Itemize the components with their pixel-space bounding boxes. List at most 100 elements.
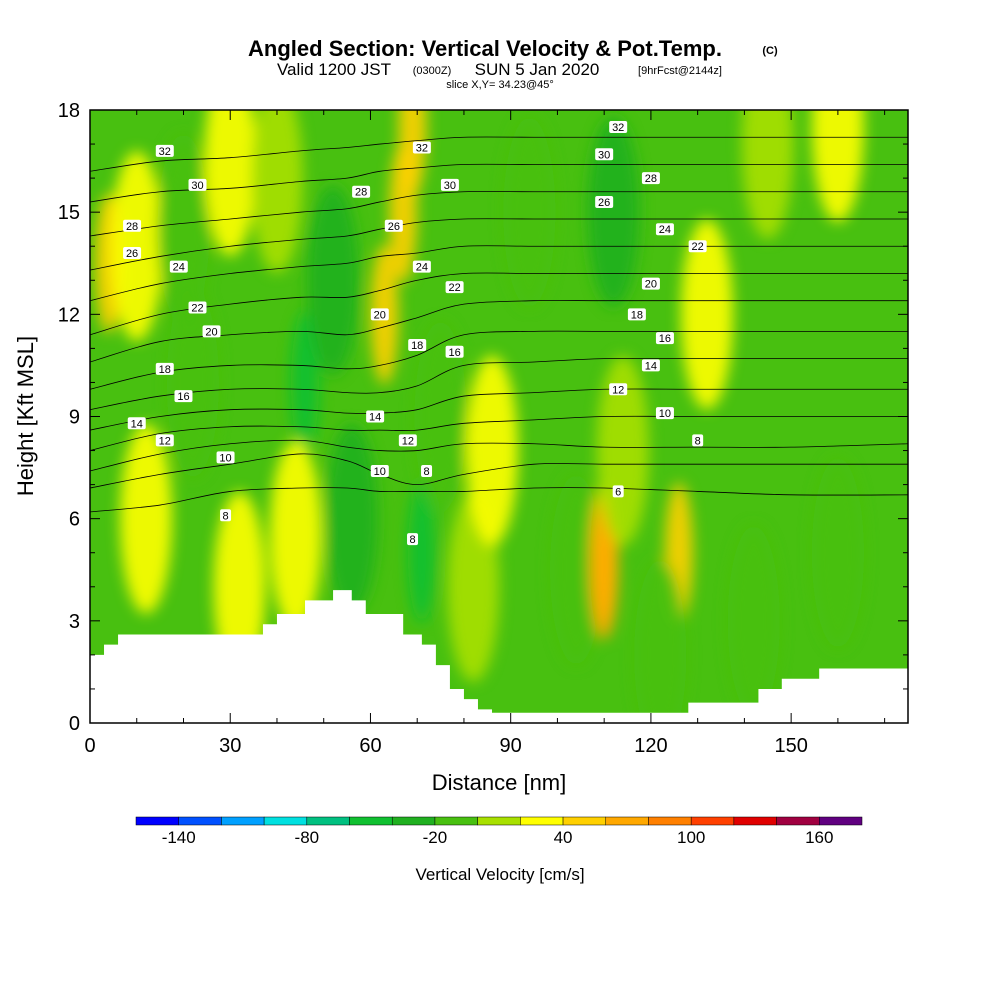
contour-label-box [445, 345, 464, 358]
contour-label-text: 22 [448, 282, 460, 294]
velocity-region [587, 117, 640, 308]
colorbar-swatch [221, 816, 265, 826]
velocity-region [550, 474, 603, 665]
velocity-region [727, 525, 780, 716]
colorbar-swatch [605, 816, 649, 826]
contour-label-text: 20 [374, 309, 386, 321]
colorbar-tick-label: 40 [554, 828, 573, 847]
contour-label-box [408, 338, 427, 351]
contour-label-box [155, 144, 174, 157]
contour-label: 32 [412, 141, 431, 154]
contour-label-text: 24 [659, 224, 671, 236]
contour-label: 30 [440, 178, 459, 192]
theta-contour-line [90, 357, 908, 411]
contour-label-box [412, 141, 431, 154]
contour-label-text: 30 [598, 149, 610, 161]
contour-label-box [445, 281, 464, 294]
velocity-region [110, 151, 163, 342]
contour-label-box [609, 383, 628, 396]
contour-label-text: 26 [126, 248, 138, 260]
velocity-region [811, 457, 864, 648]
contour-label-box [612, 485, 624, 498]
contour-label: 24 [169, 260, 188, 274]
plot-area: 32 30 28 26 24 22 20 18 16 14 12 10 8 32 30 28 26 24 22 20 1… [90, 110, 908, 723]
contour-label-text: 28 [645, 173, 657, 185]
theta-contour-line [90, 453, 908, 489]
slice-label: slice X,Y= 34.23@45° [446, 79, 554, 91]
colorbar-swatch [477, 816, 521, 826]
contour-label-text: 32 [612, 122, 624, 134]
contour-label: 20 [370, 308, 389, 321]
velocity-region [120, 423, 173, 614]
contour-label-text: 26 [388, 221, 400, 233]
colorbar-swatch [263, 816, 308, 826]
contour-label: 24 [412, 260, 431, 274]
contour-label-text: 24 [173, 262, 185, 274]
velocity-region [634, 559, 687, 723]
y-tick-label: 6 [69, 509, 80, 531]
velocity-region [398, 110, 427, 198]
contour-label-box [188, 178, 207, 191]
contour-label-text: 12 [402, 435, 414, 447]
velocity-region [465, 355, 518, 546]
contour-label-text: 20 [645, 279, 657, 291]
colorbar-tick-label: -140 [162, 828, 196, 847]
contour-label-text: 30 [191, 180, 203, 192]
contour-label-text: 24 [416, 262, 428, 274]
velocity-region [307, 185, 360, 376]
theta-contour-line [90, 487, 908, 513]
contour-label-text: 10 [374, 466, 386, 478]
contour-label-text: 16 [448, 347, 460, 359]
contour-label-box [609, 121, 628, 134]
y-tick-label: 18 [58, 100, 80, 122]
contour-label: 18 [155, 362, 174, 376]
theta-contour-line [90, 439, 908, 472]
contour-label-box [398, 434, 417, 447]
contour-label-text: 12 [612, 384, 624, 396]
contour-label-box [407, 533, 419, 546]
colorbar-swatch [819, 816, 863, 826]
velocity-region [811, 110, 864, 222]
contour-label: 24 [655, 223, 674, 236]
contour-label: 32 [609, 121, 628, 134]
contour-label-box [641, 277, 660, 290]
theta-contour-line [90, 191, 908, 237]
contour-label-text: 8 [222, 510, 228, 522]
terrain-mask [90, 590, 908, 723]
contour-label: 30 [595, 148, 614, 161]
colorbar-swatch [391, 816, 436, 826]
y-tick-label: 0 [69, 713, 80, 735]
colorbar-swatch [690, 816, 735, 826]
contour-label-box [641, 172, 660, 185]
contour-label-box [627, 308, 646, 321]
contour-label-box [655, 407, 674, 420]
contour-label-box [366, 410, 385, 423]
x-tick-label: 30 [219, 735, 241, 757]
contour-label-box [384, 219, 403, 232]
valid-utc: (0300Z) [413, 65, 452, 77]
contour-label: 30 [188, 178, 207, 192]
contour-label-box [370, 308, 389, 321]
contour-label-box [202, 325, 221, 338]
theta-contour-line [90, 415, 908, 451]
contour-label: 14 [366, 410, 385, 424]
colorbar-swatch [434, 816, 478, 826]
contour-label: 10 [655, 407, 674, 420]
colorbar-swatch [135, 816, 179, 826]
contour-label: 8 [692, 434, 704, 447]
theta-contour-layer [90, 136, 908, 513]
contour-label-text: 8 [695, 435, 701, 447]
contour-label: 12 [155, 434, 174, 447]
contour-label: 20 [641, 277, 660, 291]
x-tick-label: 120 [634, 735, 667, 757]
colorbar-tick-label: 100 [677, 828, 705, 847]
contour-label-text: 14 [645, 360, 657, 372]
theta-contour-line [90, 218, 908, 271]
contour-label-text: 16 [177, 391, 189, 403]
contour-label: 22 [688, 240, 707, 253]
contour-label: 8 [220, 509, 232, 522]
contour-label: 6 [612, 485, 624, 498]
contour-label: 28 [352, 185, 371, 199]
contour-label: 20 [202, 325, 221, 338]
velocity-region [204, 110, 257, 257]
